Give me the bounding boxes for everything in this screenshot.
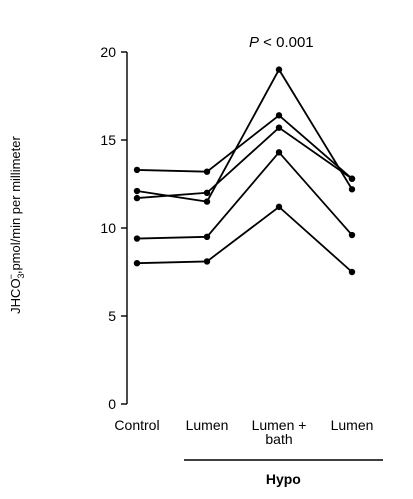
series-4-point-3 [275,149,283,156]
y-axis-label-subscript: 3 [16,273,26,278]
y-axis-label-superscript: − [6,274,16,279]
series-1-point-1 [133,166,141,174]
y-tick-label-20: 20 [100,44,116,60]
series-4-point-2 [203,233,211,240]
series-3-point-4 [348,175,356,182]
axes: 0 5 10 15 20 [100,44,128,412]
hypo-group-label: Hypo [266,471,301,487]
series-group [133,66,356,276]
series-4-line [136,150,353,240]
y-axis-label: JHCO3−,pmol/min per millimeter [6,136,26,314]
series-3-line [136,126,353,199]
y-tick-label-5: 5 [108,308,116,324]
series-5-point-2 [203,258,211,265]
series-1-point-3 [275,112,283,119]
series-2-point-4 [348,186,356,193]
series-2-line [136,67,353,203]
x-category-label-1: Control [114,417,159,433]
series-2-point-1 [133,187,141,195]
x-category-label-3-line-2: bath [265,431,292,447]
series-3-point-1 [133,194,141,202]
y-tick-label-15: 15 [100,132,116,148]
x-category-label-3-line-1: Lumen + [252,417,307,433]
series-4-point-1 [133,235,141,242]
series-5-point-4 [348,268,356,276]
series-2-point-3 [275,66,283,73]
p-value-annotation: P < 0.001 [249,34,314,51]
y-tick-label-0: 0 [108,396,116,412]
y-tick-label-10: 10 [100,220,116,236]
y-axis-label-rest: ,pmol/min per millimeter [8,136,23,275]
series-1-line [136,114,353,180]
x-category-label-3: Lumen + bath [252,417,307,447]
p-value-annotation-rest: < 0.001 [259,34,314,51]
x-category-labels: Control Lumen Lumen + bath Lumen [114,417,373,447]
x-category-label-2-line-1: Lumen [186,417,229,433]
y-ticks: 0 5 10 15 20 [100,44,127,412]
x-category-label-4: Lumen [331,417,374,433]
series-5-point-1 [133,260,141,267]
series-3-point-2 [203,189,211,196]
series-3-point-3 [275,124,283,131]
x-category-label-1-line-1: Control [114,417,159,433]
x-category-label-4-line-1: Lumen [331,417,374,433]
series-4-point-4 [348,231,356,239]
p-value-annotation-italic: P [249,34,259,51]
x-category-label-2: Lumen [186,417,229,433]
series-1-point-2 [203,168,211,175]
series-5-line [136,205,353,273]
y-axis-label-main: JHCO [8,278,23,313]
series-2-point-2 [203,198,211,205]
series-5-point-3 [275,203,283,211]
